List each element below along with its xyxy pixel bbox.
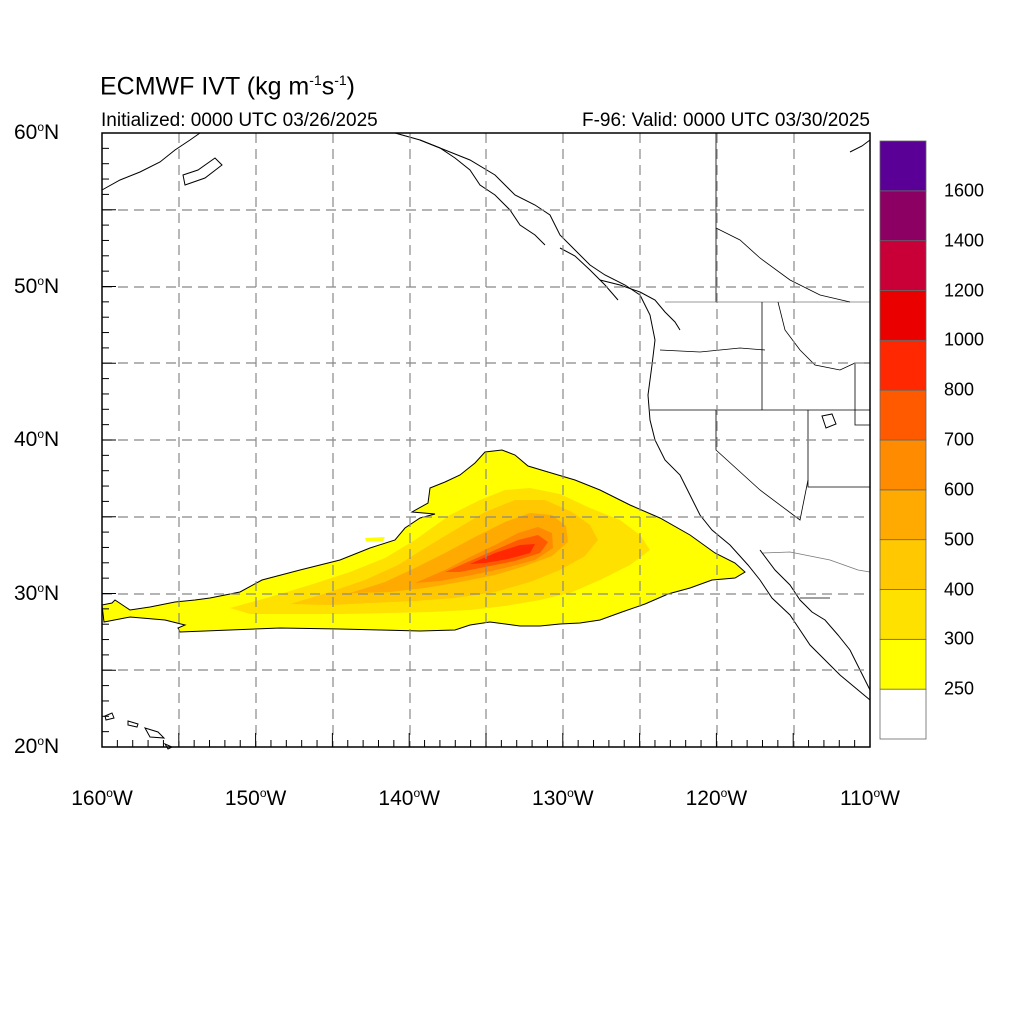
colorbar-swatch <box>879 638 927 690</box>
title-text: ECMWF IVT (kg m <box>100 72 310 101</box>
colorbar-label-1200: 1200 <box>944 280 985 300</box>
title-close: ) <box>346 72 355 101</box>
colorbar-label-400: 400 <box>944 579 975 599</box>
ivt-500-contour <box>350 513 568 593</box>
title-mid: s <box>321 72 335 101</box>
title-exponent-1: -1 <box>309 72 322 88</box>
lon-label-130: 130oW <box>532 786 594 810</box>
lat-label-20: 20oN <box>14 734 60 758</box>
colorbar-swatch <box>879 539 927 590</box>
colorbar-label-800: 800 <box>944 379 975 400</box>
lat-label-30: 30oN <box>14 580 60 605</box>
ivt-shading <box>101 449 746 633</box>
colorbar-label-250: 250 <box>944 678 975 699</box>
lat-label-40: 40oN <box>14 427 60 451</box>
colorbar-swatch <box>879 389 927 441</box>
colorbar-label-700: 700 <box>944 429 975 450</box>
map-title: ECMWF IVT (kg m-1s-1) <box>100 72 355 101</box>
colorbar-swatch <box>879 489 927 541</box>
colorbar-label-600: 600 <box>944 479 975 500</box>
colorbar-swatch <box>879 290 927 341</box>
colorbar-swatch <box>879 688 927 740</box>
lon-label-160: 160oW <box>71 786 133 810</box>
ivt-small-patch <box>365 537 385 541</box>
colorbar-swatch <box>879 339 927 391</box>
map-plot-area <box>101 132 871 750</box>
colorbar-label-300: 300 <box>944 628 975 649</box>
lon-label-110: 110oW <box>840 786 900 810</box>
colorbar-label-1400: 1400 <box>944 230 985 251</box>
title-exponent-2: -1 <box>334 72 347 88</box>
ivt-colorbar <box>879 140 927 740</box>
lat-label-60: 60oN <box>14 120 60 144</box>
colorbar-swatch <box>879 140 927 192</box>
gridlines <box>102 133 870 747</box>
lat-label-50: 50oN <box>14 273 60 298</box>
colorbar-label-500: 500 <box>944 529 975 550</box>
lon-label-150: 150oW <box>224 786 287 810</box>
colorbar-swatch <box>879 589 927 640</box>
colorbar-swatch <box>879 439 927 491</box>
colorbar-label-1000: 1000 <box>944 329 985 350</box>
valid-time: F-96: Valid: 0000 UTC 03/30/2025 <box>582 110 870 131</box>
lon-label-140: 140oW <box>378 786 440 810</box>
initialized-time: Initialized: 0000 UTC 03/26/2025 <box>101 110 378 131</box>
colorbar-swatch <box>879 190 927 242</box>
coastlines <box>101 132 871 750</box>
lon-label-120: 120oW <box>685 786 748 810</box>
colorbar-label-1600: 1600 <box>944 180 985 201</box>
political-boundaries <box>650 133 871 599</box>
colorbar-swatch <box>879 240 927 291</box>
axis-ticks <box>101 132 871 748</box>
